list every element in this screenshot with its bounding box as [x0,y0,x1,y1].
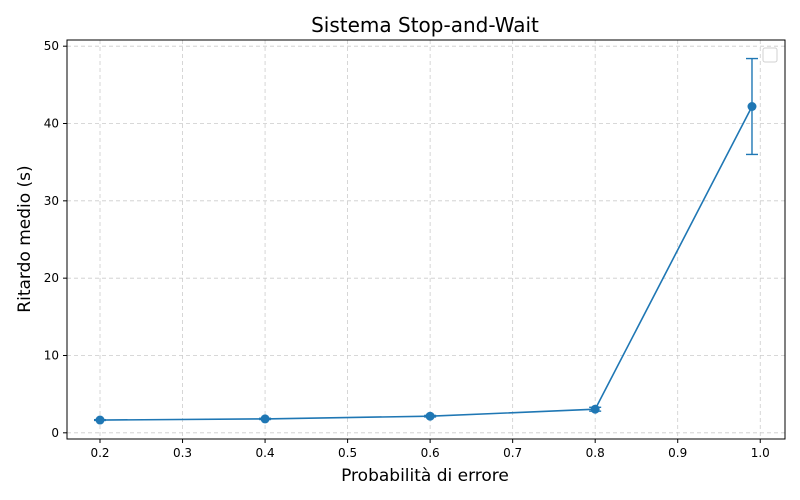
x-tick-label: 0.8 [586,446,605,460]
series-line [100,106,753,421]
y-tick-label: 20 [44,271,59,285]
x-tick-label: 0.9 [668,446,687,460]
data-point [95,415,105,425]
x-tick-label: 0.3 [173,446,192,460]
y-axis-label: Ritardo medio (s) [15,165,35,312]
y-tick-label: 0 [51,426,59,440]
y-tick-label: 40 [44,117,59,131]
data-point [590,404,600,414]
x-tick-label: 0.5 [338,446,357,460]
data-point [747,102,757,111]
x-tick-label: 0.4 [256,446,275,460]
y-tick-label: 10 [44,348,59,362]
plot-frame [66,39,786,440]
x-axis-label: Probabilità di errore [341,466,509,486]
y-tick-label: 30 [44,194,59,208]
chart-title: Sistema Stop-and-Wait [311,13,539,37]
series-layer [94,57,758,425]
x-tick-label: 0.7 [503,446,522,460]
x-tick-label: 0.2 [90,446,109,460]
data-point [425,411,435,421]
y-tick-label: 50 [44,39,59,53]
legend-box [762,47,778,63]
data-point [260,414,270,424]
x-tick-label: 0.6 [421,446,440,460]
grid [67,40,785,439]
x-tick-label: 1.0 [751,446,770,460]
ticks: 0.2 0.3 0.4 0.5 0.6 0.7 0.8 0.9 1.0 0 10 20 30 40 50 [44,39,770,460]
